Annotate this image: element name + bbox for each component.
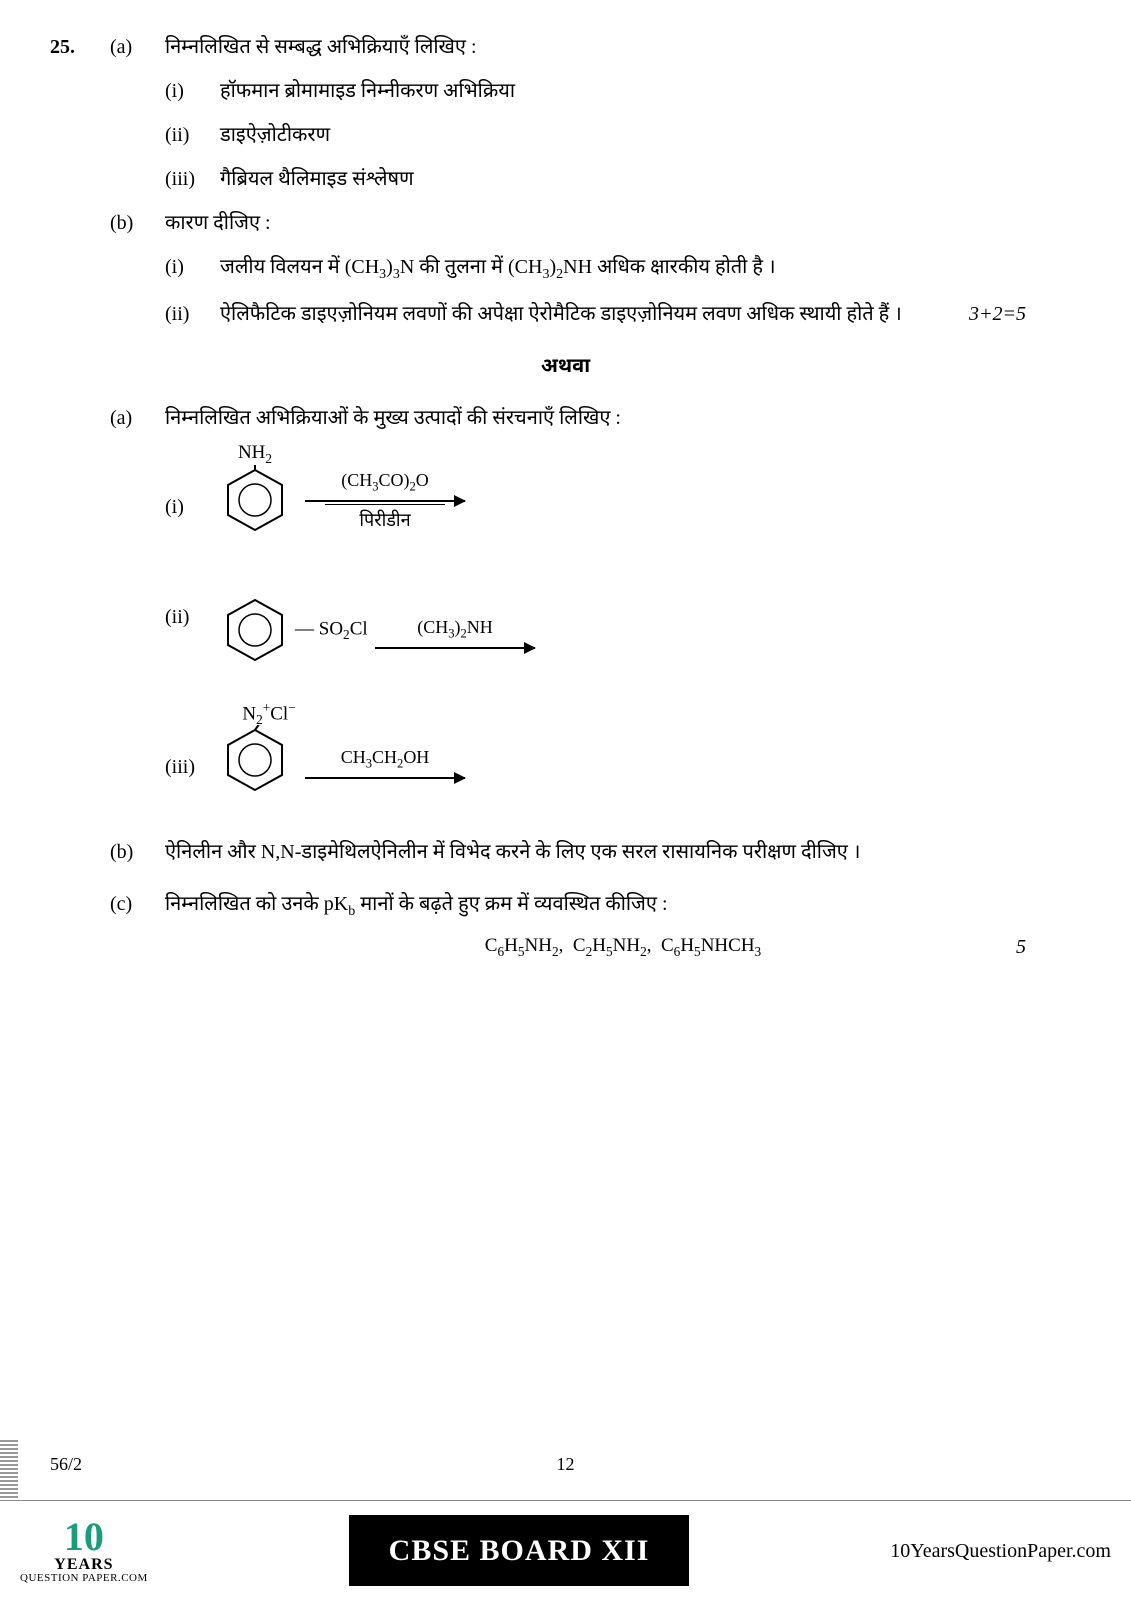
question-number: 25. <box>50 30 110 64</box>
alt-b-text: ऐनिलीन और N,N-डाइमेथिलऐनिलीन में विभेद क… <box>165 835 1081 869</box>
reaction-3: (iii) N2+Cl− CH3CH2OH <box>50 705 1081 825</box>
alt-c-formula: C6H5NH2, C2H5NH2, C6H5NHCH3 <box>165 930 1081 963</box>
benzene-ring-1: NH2 <box>220 465 290 535</box>
r3-substituent: N2+Cl− <box>242 697 295 732</box>
page-number: 12 <box>557 1449 575 1480</box>
b-ii-text: ऐलिफैटिक डाइएज़ोनियम लवणों की अपेक्षा ऐर… <box>220 297 1081 331</box>
a-iii-label: (iii) <box>165 162 220 196</box>
question-25-header: 25. (a) निम्नलिखित से सम्बद्ध अभिक्रियाए… <box>50 30 1081 64</box>
b-i-text: जलीय विलयन में (CH3)3N की तुलना में (CH3… <box>220 250 1081 287</box>
alt-c-row: (c) निम्नलिखित को उनके pKb मानों के बढ़त… <box>50 887 1081 963</box>
alt-c-text: निम्नलिखित को उनके pKb मानों के बढ़ते हु… <box>165 893 668 915</box>
paper-code: 56/2 <box>50 1449 82 1480</box>
banner-title: CBSE BOARD XII <box>349 1515 690 1586</box>
logo-qp: QUESTION PAPER.COM <box>20 1573 148 1584</box>
bottom-banner: 10 YEARS QUESTION PAPER.COM CBSE BOARD X… <box>0 1500 1131 1600</box>
logo-10: 10 <box>64 1517 104 1557</box>
r1-substituent: NH2 <box>238 437 272 470</box>
r1-arrow: (CH3CO)2O पिरीडीन <box>305 465 465 536</box>
r1-body: NH2 (CH3CO)2O पिरीडीन <box>220 465 465 536</box>
or-divider: अथवा <box>50 349 1081 383</box>
logo-left: 10 YEARS QUESTION PAPER.COM <box>20 1517 148 1584</box>
r1-label: (i) <box>165 445 220 524</box>
part-a-text: निम्नलिखित से सम्बद्ध अभिक्रियाएँ लिखिए … <box>165 30 1081 64</box>
logo-years: YEARS <box>54 1557 113 1573</box>
alt-a-label: (a) <box>110 401 165 435</box>
b-i-row: (i) जलीय विलयन में (CH3)3N की तुलना में … <box>50 250 1081 287</box>
a-iii-row: (iii) गैब्रियल थैलिमाइड संश्लेषण <box>50 162 1081 196</box>
barcode-decoration <box>0 1440 18 1500</box>
alt-a-text: निम्नलिखित अभिक्रियाओं के मुख्य उत्पादों… <box>165 401 1081 435</box>
benzene-ring-3: N2+Cl− <box>220 725 290 795</box>
b-ii-row: (ii) ऐलिफैटिक डाइएज़ोनियम लवणों की अपेक्… <box>50 297 1081 331</box>
alt-b-row: (b) ऐनिलीन और N,N-डाइमेथिलऐनिलीन में विभ… <box>50 835 1081 869</box>
a-i-text: हॉफमान ब्रोमामाइड निम्नीकरण अभिक्रिया <box>220 74 1081 108</box>
r3-arrow: CH3CH2OH <box>305 742 465 779</box>
r2-substituent: — SO2Cl <box>295 614 368 647</box>
reaction-1: (i) NH2 (CH3CO)2O पिरीडीन <box>50 445 1081 566</box>
a-i-label: (i) <box>165 74 220 108</box>
banner-url: 10YearsQuestionPaper.com <box>890 1534 1111 1568</box>
b-ii-label: (ii) <box>165 297 220 331</box>
part-b-row: (b) कारण दीजिए : <box>50 206 1081 240</box>
r2-body: — SO2Cl (CH3)2NH <box>220 595 535 665</box>
r1-reagent-bottom: पिरीडीन <box>325 504 445 536</box>
benzene-ring-2: — SO2Cl <box>220 595 290 665</box>
alt-a-row: (a) निम्नलिखित अभिक्रियाओं के मुख्य उत्प… <box>50 401 1081 435</box>
reaction-2: (ii) — SO2Cl (CH3)2NH <box>50 575 1081 695</box>
a-iii-text: गैब्रियल थैलिमाइड संश्लेषण <box>220 162 1081 196</box>
r3-body: N2+Cl− CH3CH2OH <box>220 725 465 795</box>
a-ii-row: (ii) डाइऐज़ोटीकरण <box>50 118 1081 152</box>
r2-label: (ii) <box>165 575 220 634</box>
b-i-label: (i) <box>165 250 220 284</box>
a-ii-text: डाइऐज़ोटीकरण <box>220 118 1081 152</box>
a-i-row: (i) हॉफमान ब्रोमामाइड निम्नीकरण अभिक्रिय… <box>50 74 1081 108</box>
r2-reagent-top: (CH3)2NH <box>417 612 493 645</box>
r2-arrow: (CH3)2NH <box>375 612 535 649</box>
alt-b-label: (b) <box>110 835 165 869</box>
r3-reagent-top: CH3CH2OH <box>341 742 430 775</box>
marks-1: 3+2=5 <box>969 297 1026 331</box>
alt-c-content: निम्नलिखित को उनके pKb मानों के बढ़ते हु… <box>165 887 1081 963</box>
marks-2: 5 <box>1016 930 1026 964</box>
r1-reagent-top: (CH3CO)2O <box>341 465 429 498</box>
part-b-label: (b) <box>110 206 165 240</box>
part-a-label: (a) <box>110 30 165 64</box>
alt-c-label: (c) <box>110 887 165 921</box>
part-b-text: कारण दीजिए : <box>165 206 1081 240</box>
a-ii-label: (ii) <box>165 118 220 152</box>
r3-label: (iii) <box>165 705 220 784</box>
